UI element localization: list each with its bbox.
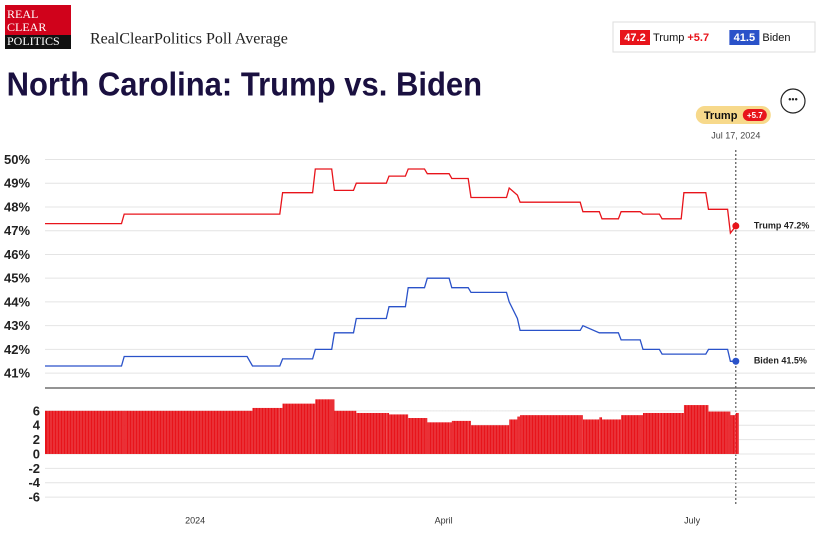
tooltip-spread: +5.7 — [747, 111, 763, 120]
bar — [520, 415, 581, 454]
bar — [334, 410, 354, 454]
logo-text: CLEAR — [7, 20, 46, 34]
legend-swatch — [729, 30, 760, 45]
y-tick-label: 50% — [4, 152, 30, 167]
y-tick-label: -2 — [28, 461, 40, 476]
bar — [621, 415, 641, 454]
bar — [282, 403, 313, 454]
end-dot — [732, 357, 740, 365]
bar — [389, 414, 406, 454]
legend-swatch — [620, 30, 650, 45]
logo-text: POLITICS — [7, 34, 60, 48]
bar — [506, 425, 510, 454]
bar — [599, 417, 603, 454]
bar — [602, 419, 619, 454]
source: RealClearPolitics Poll Average — [90, 31, 288, 48]
end-label: Biden 41.5% — [754, 356, 807, 366]
y-tick-label: 45% — [4, 271, 30, 286]
tooltip-badge — [742, 109, 767, 121]
bar — [449, 422, 452, 454]
bar — [451, 420, 469, 454]
bar — [468, 420, 471, 454]
y-tick-label: -4 — [28, 475, 40, 490]
y-tick-label: 0 — [33, 446, 40, 461]
legend-value: 47.2 — [624, 32, 645, 44]
y-tick-label: 41% — [4, 366, 30, 381]
bar — [386, 412, 390, 454]
bar — [683, 405, 706, 454]
x-tick-label: April — [435, 515, 453, 525]
series-line — [45, 168, 737, 235]
menu-button[interactable] — [780, 88, 806, 114]
bar — [356, 412, 387, 454]
legend-name: Biden — [762, 32, 790, 44]
y-tick-label: 42% — [4, 342, 30, 357]
bar — [509, 419, 518, 454]
y-tick-label: 48% — [4, 199, 30, 214]
bar — [618, 419, 622, 454]
bar — [353, 410, 357, 454]
legend-name: Trump — [653, 32, 684, 44]
bar — [730, 415, 736, 454]
legend-value: 41.5 — [734, 32, 755, 44]
y-tick-label: 4 — [33, 418, 41, 433]
y-tick-label: 47% — [4, 223, 30, 238]
bar — [681, 412, 684, 454]
bar — [662, 412, 682, 454]
bar — [247, 410, 253, 454]
bar — [408, 418, 425, 454]
end-label: Trump 47.2% — [754, 220, 810, 230]
y-tick-label: 43% — [4, 318, 30, 333]
bar — [252, 407, 280, 454]
menu-icon[interactable]: ••• — [788, 94, 797, 104]
bar — [640, 415, 643, 454]
y-tick-label: 46% — [4, 247, 30, 262]
bar — [708, 411, 728, 454]
tooltip-name: Trump — [704, 110, 738, 122]
bar — [517, 416, 521, 454]
legend-spread: +5.7 — [687, 32, 709, 44]
x-tick-label: July — [684, 515, 701, 525]
y-tick-label: 2 — [33, 432, 40, 447]
y-tick-label: 6 — [33, 403, 40, 418]
x-tick-label: 2024 — [185, 515, 205, 525]
bar — [124, 410, 248, 454]
bar — [279, 407, 283, 454]
bar — [405, 414, 409, 454]
chart-title: North Carolina: Trump vs. Biden — [7, 66, 483, 103]
bar — [705, 405, 709, 454]
bar — [735, 412, 739, 454]
cursor-label: Jul 17, 2024 — [711, 130, 760, 140]
y-tick-label: 44% — [4, 294, 30, 309]
logo-text: REAL — [7, 7, 38, 21]
bar — [659, 412, 663, 454]
bar — [312, 403, 316, 454]
end-dot — [732, 222, 740, 230]
bar — [45, 410, 122, 454]
bar — [580, 415, 583, 454]
y-tick-label: 49% — [4, 176, 30, 191]
bar — [315, 399, 332, 454]
logo-band — [5, 35, 71, 49]
series-line — [45, 277, 736, 367]
y-tick-label: -6 — [28, 490, 40, 505]
